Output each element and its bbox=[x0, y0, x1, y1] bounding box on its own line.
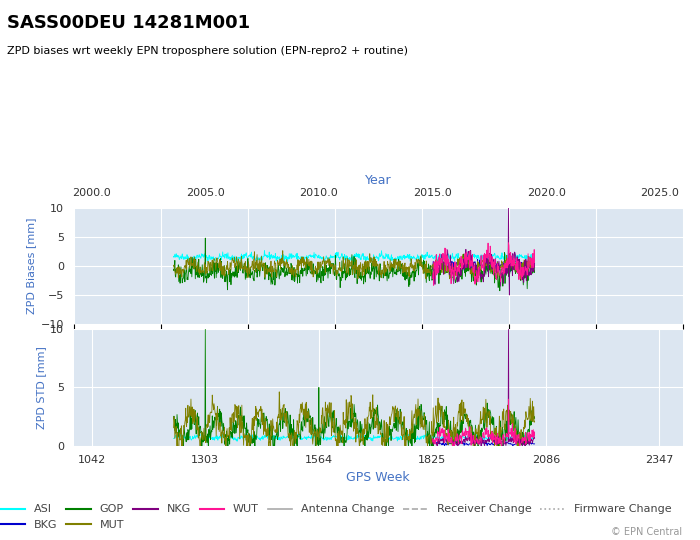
Legend: ASI, BKG, GOP, MUT, NKG, WUT, Antenna Change, Receiver Change, Firmware Change: ASI, BKG, GOP, MUT, NKG, WUT, Antenna Ch… bbox=[0, 500, 676, 535]
X-axis label: GPS Week: GPS Week bbox=[346, 471, 410, 484]
X-axis label: Year: Year bbox=[365, 174, 391, 187]
Y-axis label: ZPD Biases [mm]: ZPD Biases [mm] bbox=[26, 218, 36, 314]
Text: ZPD biases wrt weekly EPN troposphere solution (EPN-repro2 + routine): ZPD biases wrt weekly EPN troposphere so… bbox=[7, 46, 408, 56]
Text: © EPN Central: © EPN Central bbox=[611, 527, 682, 537]
Y-axis label: ZPD STD [mm]: ZPD STD [mm] bbox=[36, 346, 46, 429]
Text: SASS00DEU 14281M001: SASS00DEU 14281M001 bbox=[7, 14, 250, 31]
